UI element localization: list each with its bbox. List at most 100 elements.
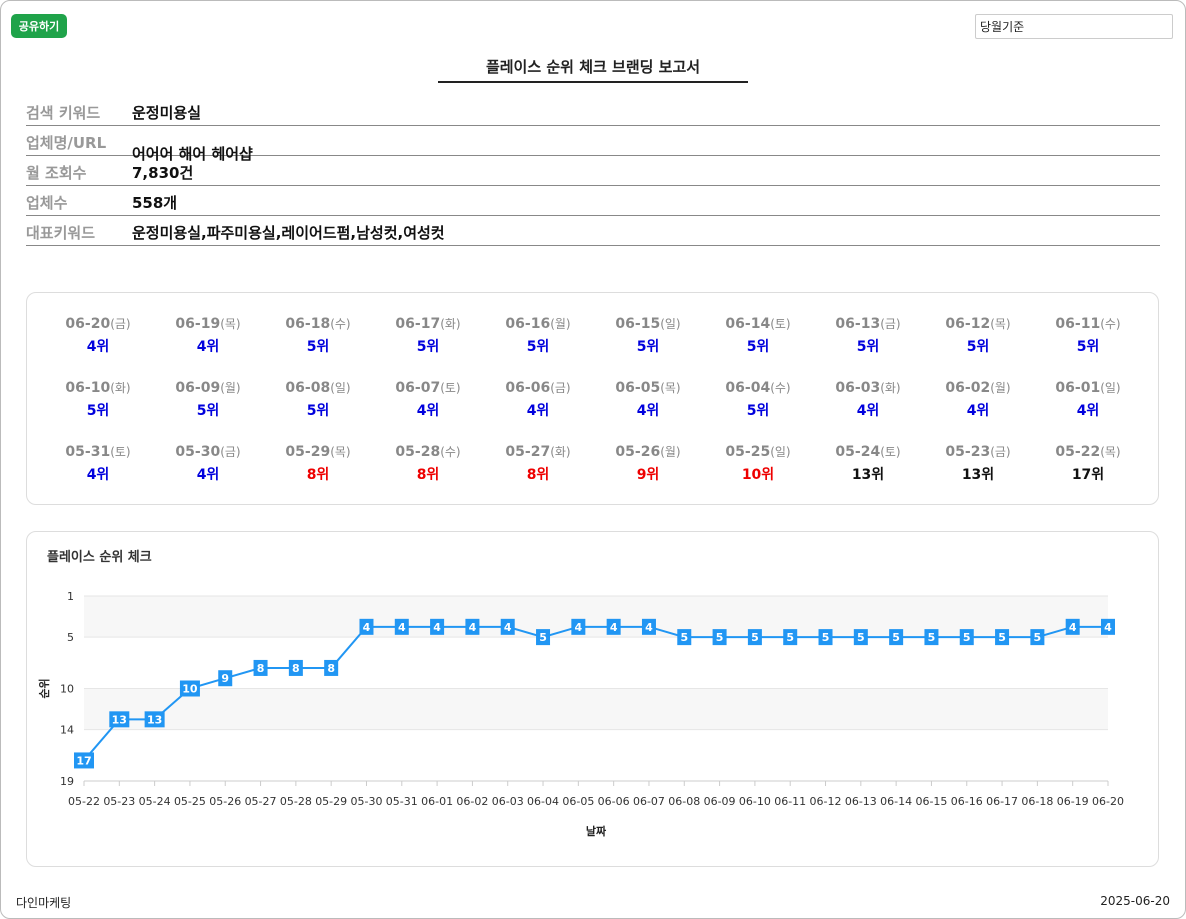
data-point [712, 629, 727, 646]
daily-rank-cell: 06-14(토) 5위 [703, 315, 813, 356]
rank-date-text: 05-25 [725, 444, 771, 460]
rank-weekday: (목) [220, 317, 241, 331]
rank-date-text: 05-27 [505, 444, 551, 460]
daily-rank-cell: 05-24(토) 13위 [813, 443, 923, 484]
x-tick-label: 06-12 [810, 795, 842, 808]
data-point [144, 711, 165, 728]
data-point [359, 618, 374, 635]
data-point [924, 629, 939, 646]
data-label: 8 [292, 662, 300, 675]
y-tick-label: 10 [60, 683, 74, 696]
data-point [677, 629, 692, 646]
x-axis-title: 날짜 [586, 824, 607, 838]
rank-date-text: 06-18 [285, 316, 331, 332]
share-button[interactable]: 공유하기 [11, 14, 67, 38]
data-point [1101, 618, 1115, 635]
info-row-main-keywords: 대표키워드 운정미용실,파주미용실,레이어드펌,남성컷,여성컷 [26, 215, 1160, 246]
daily-rank-cell: 06-19(목) 4위 [153, 315, 263, 356]
rank-date-text: 06-07 [395, 380, 441, 396]
data-label: 4 [1104, 621, 1112, 634]
rank-value: 8위 [526, 467, 550, 483]
rank-date-text: 06-06 [505, 380, 551, 396]
chart-title: 플레이스 순위 체크 [47, 550, 152, 565]
data-point [500, 618, 515, 635]
daily-rank-cell: 06-11(수) 5위 [1033, 315, 1143, 356]
rank-date-text: 06-14 [725, 316, 771, 332]
rank-weekday: (토) [880, 445, 901, 459]
rank-value: 5위 [306, 339, 330, 355]
rank-value: 4위 [86, 339, 110, 355]
rank-weekday: (수) [440, 445, 461, 459]
rank-date-text: 05-31 [65, 444, 111, 460]
data-label: 5 [963, 631, 971, 644]
rank-date: 06-06(금) [483, 379, 593, 396]
rank-date: 06-02(월) [923, 379, 1033, 396]
rank-date: 06-01(일) [1033, 379, 1143, 396]
x-tick-label: 06-04 [527, 795, 559, 808]
data-point [1065, 618, 1080, 635]
rank-value: 8위 [306, 467, 330, 483]
daily-rank-cell: 05-30(금) 4위 [153, 443, 263, 484]
rank-date: 06-13(금) [813, 315, 923, 332]
rank-date: 06-03(화) [813, 379, 923, 396]
rank-date: 06-07(토) [373, 379, 483, 396]
period-select[interactable]: 당월기준 [975, 14, 1173, 39]
x-tick-label: 06-20 [1092, 795, 1124, 808]
daily-rank-cell: 06-20(금) 4위 [43, 315, 153, 356]
rank-date: 06-14(토) [703, 315, 813, 332]
data-label: 10 [182, 683, 198, 696]
rank-date-text: 06-04 [725, 380, 771, 396]
rank-date-text: 06-08 [285, 380, 331, 396]
rank-date: 05-31(토) [43, 443, 153, 460]
rank-value: 4위 [196, 467, 220, 483]
rank-value: 5위 [416, 339, 440, 355]
rank-date: 06-19(목) [153, 315, 263, 332]
rank-date: 05-26(월) [593, 443, 703, 460]
data-point [74, 752, 94, 769]
info-row-monthly-views: 월 조회수 7,830건 [26, 155, 1160, 186]
x-tick-label: 05-25 [174, 795, 206, 808]
rank-weekday: (토) [770, 317, 791, 331]
x-tick-label: 06-07 [633, 795, 665, 808]
rank-date-text: 06-13 [835, 316, 881, 332]
rank-weekday: (월) [550, 317, 571, 331]
rank-date: 06-18(수) [263, 315, 373, 332]
rank-weekday: (금) [880, 317, 901, 331]
daily-rank-cell: 05-23(금) 13위 [923, 443, 1033, 484]
info-value: 운정미용실,파주미용실,레이어드펌,남성컷,여성컷 [132, 224, 445, 242]
page-title: 플레이스 순위 체크 브랜딩 보고서 [438, 56, 748, 83]
data-label: 5 [680, 631, 688, 644]
data-point [853, 629, 868, 646]
x-tick-label: 06-08 [668, 795, 700, 808]
x-tick-label: 05-26 [209, 795, 241, 808]
x-tick-label: 05-24 [139, 795, 171, 808]
rank-date-text: 06-09 [175, 380, 221, 396]
rank-date: 06-16(월) [483, 315, 593, 332]
daily-rank-cell: 06-03(화) 4위 [813, 379, 923, 420]
y-tick-label: 19 [60, 775, 74, 788]
rank-value: 4위 [966, 403, 990, 419]
daily-rank-cell: 06-10(화) 5위 [43, 379, 153, 420]
rank-date: 05-23(금) [923, 443, 1033, 460]
data-label: 4 [469, 621, 477, 634]
x-tick-label: 06-11 [774, 795, 806, 808]
rank-date-text: 05-29 [285, 444, 331, 460]
data-point [959, 629, 974, 646]
data-point [536, 629, 551, 646]
data-label: 8 [257, 662, 265, 675]
data-point [571, 618, 586, 635]
x-tick-label: 06-10 [739, 795, 771, 808]
daily-rank-cell: 06-18(수) 5위 [263, 315, 373, 356]
rank-value: 5위 [636, 339, 660, 355]
rank-value: 5위 [1076, 339, 1100, 355]
rank-date-text: 06-16 [505, 316, 551, 332]
x-tick-label: 05-23 [103, 795, 135, 808]
data-point [253, 659, 268, 676]
data-label: 5 [998, 631, 1006, 644]
data-label: 5 [857, 631, 865, 644]
info-value: 558개 [132, 194, 178, 212]
data-point [641, 618, 656, 635]
data-label: 4 [645, 621, 653, 634]
footer-date: 2025-06-20 [1100, 894, 1170, 908]
rank-date: 06-08(일) [263, 379, 373, 396]
